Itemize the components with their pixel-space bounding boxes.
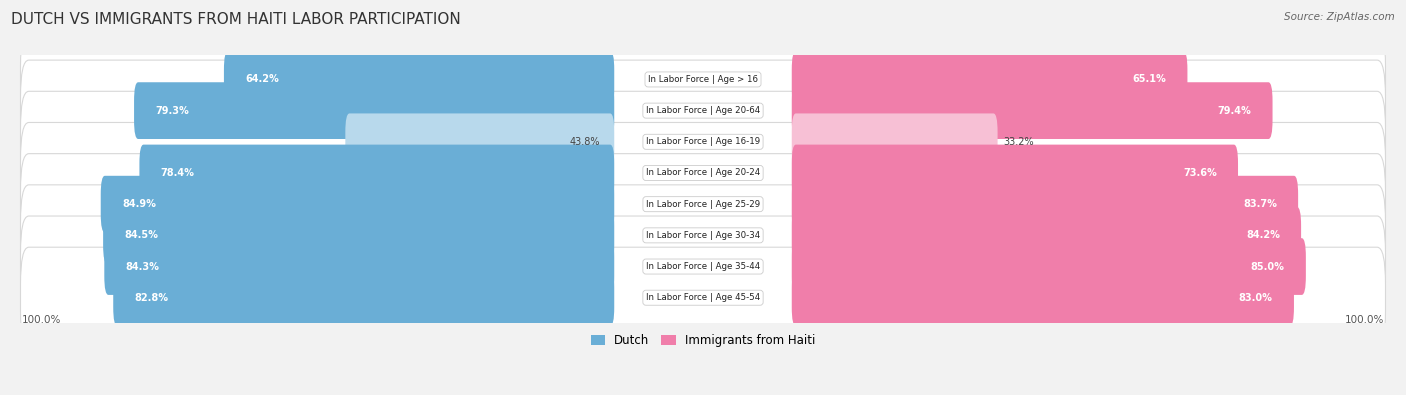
Text: 73.6%: 73.6% (1182, 168, 1216, 178)
Text: In Labor Force | Age 20-24: In Labor Force | Age 20-24 (645, 169, 761, 177)
Text: 84.2%: 84.2% (1246, 230, 1279, 240)
FancyBboxPatch shape (792, 145, 1239, 201)
FancyBboxPatch shape (101, 176, 614, 233)
FancyBboxPatch shape (134, 82, 614, 139)
Text: DUTCH VS IMMIGRANTS FROM HAITI LABOR PARTICIPATION: DUTCH VS IMMIGRANTS FROM HAITI LABOR PAR… (11, 12, 461, 27)
FancyBboxPatch shape (21, 91, 1385, 192)
Text: In Labor Force | Age 30-34: In Labor Force | Age 30-34 (645, 231, 761, 240)
FancyBboxPatch shape (224, 51, 614, 108)
FancyBboxPatch shape (792, 82, 1272, 139)
Legend: Dutch, Immigrants from Haiti: Dutch, Immigrants from Haiti (586, 329, 820, 352)
FancyBboxPatch shape (21, 247, 1385, 348)
Text: 84.3%: 84.3% (125, 261, 159, 271)
FancyBboxPatch shape (21, 60, 1385, 161)
FancyBboxPatch shape (21, 29, 1385, 130)
Text: 84.5%: 84.5% (125, 230, 159, 240)
FancyBboxPatch shape (21, 185, 1385, 286)
Text: 79.3%: 79.3% (156, 105, 190, 116)
Text: 84.9%: 84.9% (122, 199, 156, 209)
Text: 33.2%: 33.2% (1004, 137, 1035, 147)
FancyBboxPatch shape (114, 269, 614, 326)
FancyBboxPatch shape (792, 176, 1298, 233)
Text: 65.1%: 65.1% (1132, 74, 1166, 85)
Text: 100.0%: 100.0% (1344, 315, 1384, 325)
Text: 100.0%: 100.0% (22, 315, 62, 325)
Text: 83.0%: 83.0% (1239, 293, 1272, 303)
Text: Source: ZipAtlas.com: Source: ZipAtlas.com (1284, 12, 1395, 22)
Text: In Labor Force | Age 20-64: In Labor Force | Age 20-64 (645, 106, 761, 115)
FancyBboxPatch shape (139, 145, 614, 201)
FancyBboxPatch shape (21, 154, 1385, 255)
FancyBboxPatch shape (792, 238, 1306, 295)
Text: In Labor Force | Age 25-29: In Labor Force | Age 25-29 (645, 200, 761, 209)
FancyBboxPatch shape (792, 269, 1294, 326)
Text: In Labor Force | Age 35-44: In Labor Force | Age 35-44 (645, 262, 761, 271)
Text: In Labor Force | Age 45-54: In Labor Force | Age 45-54 (645, 293, 761, 302)
FancyBboxPatch shape (104, 238, 614, 295)
FancyBboxPatch shape (792, 113, 998, 170)
Text: In Labor Force | Age 16-19: In Labor Force | Age 16-19 (645, 137, 761, 146)
FancyBboxPatch shape (792, 207, 1301, 264)
FancyBboxPatch shape (21, 216, 1385, 317)
Text: 43.8%: 43.8% (569, 137, 600, 147)
Text: 82.8%: 82.8% (135, 293, 169, 303)
Text: 78.4%: 78.4% (160, 168, 194, 178)
Text: 85.0%: 85.0% (1251, 261, 1285, 271)
Text: In Labor Force | Age > 16: In Labor Force | Age > 16 (648, 75, 758, 84)
FancyBboxPatch shape (346, 113, 614, 170)
FancyBboxPatch shape (21, 122, 1385, 224)
Text: 64.2%: 64.2% (245, 74, 278, 85)
FancyBboxPatch shape (792, 51, 1188, 108)
Text: 83.7%: 83.7% (1243, 199, 1277, 209)
Text: 79.4%: 79.4% (1218, 105, 1251, 116)
FancyBboxPatch shape (103, 207, 614, 264)
